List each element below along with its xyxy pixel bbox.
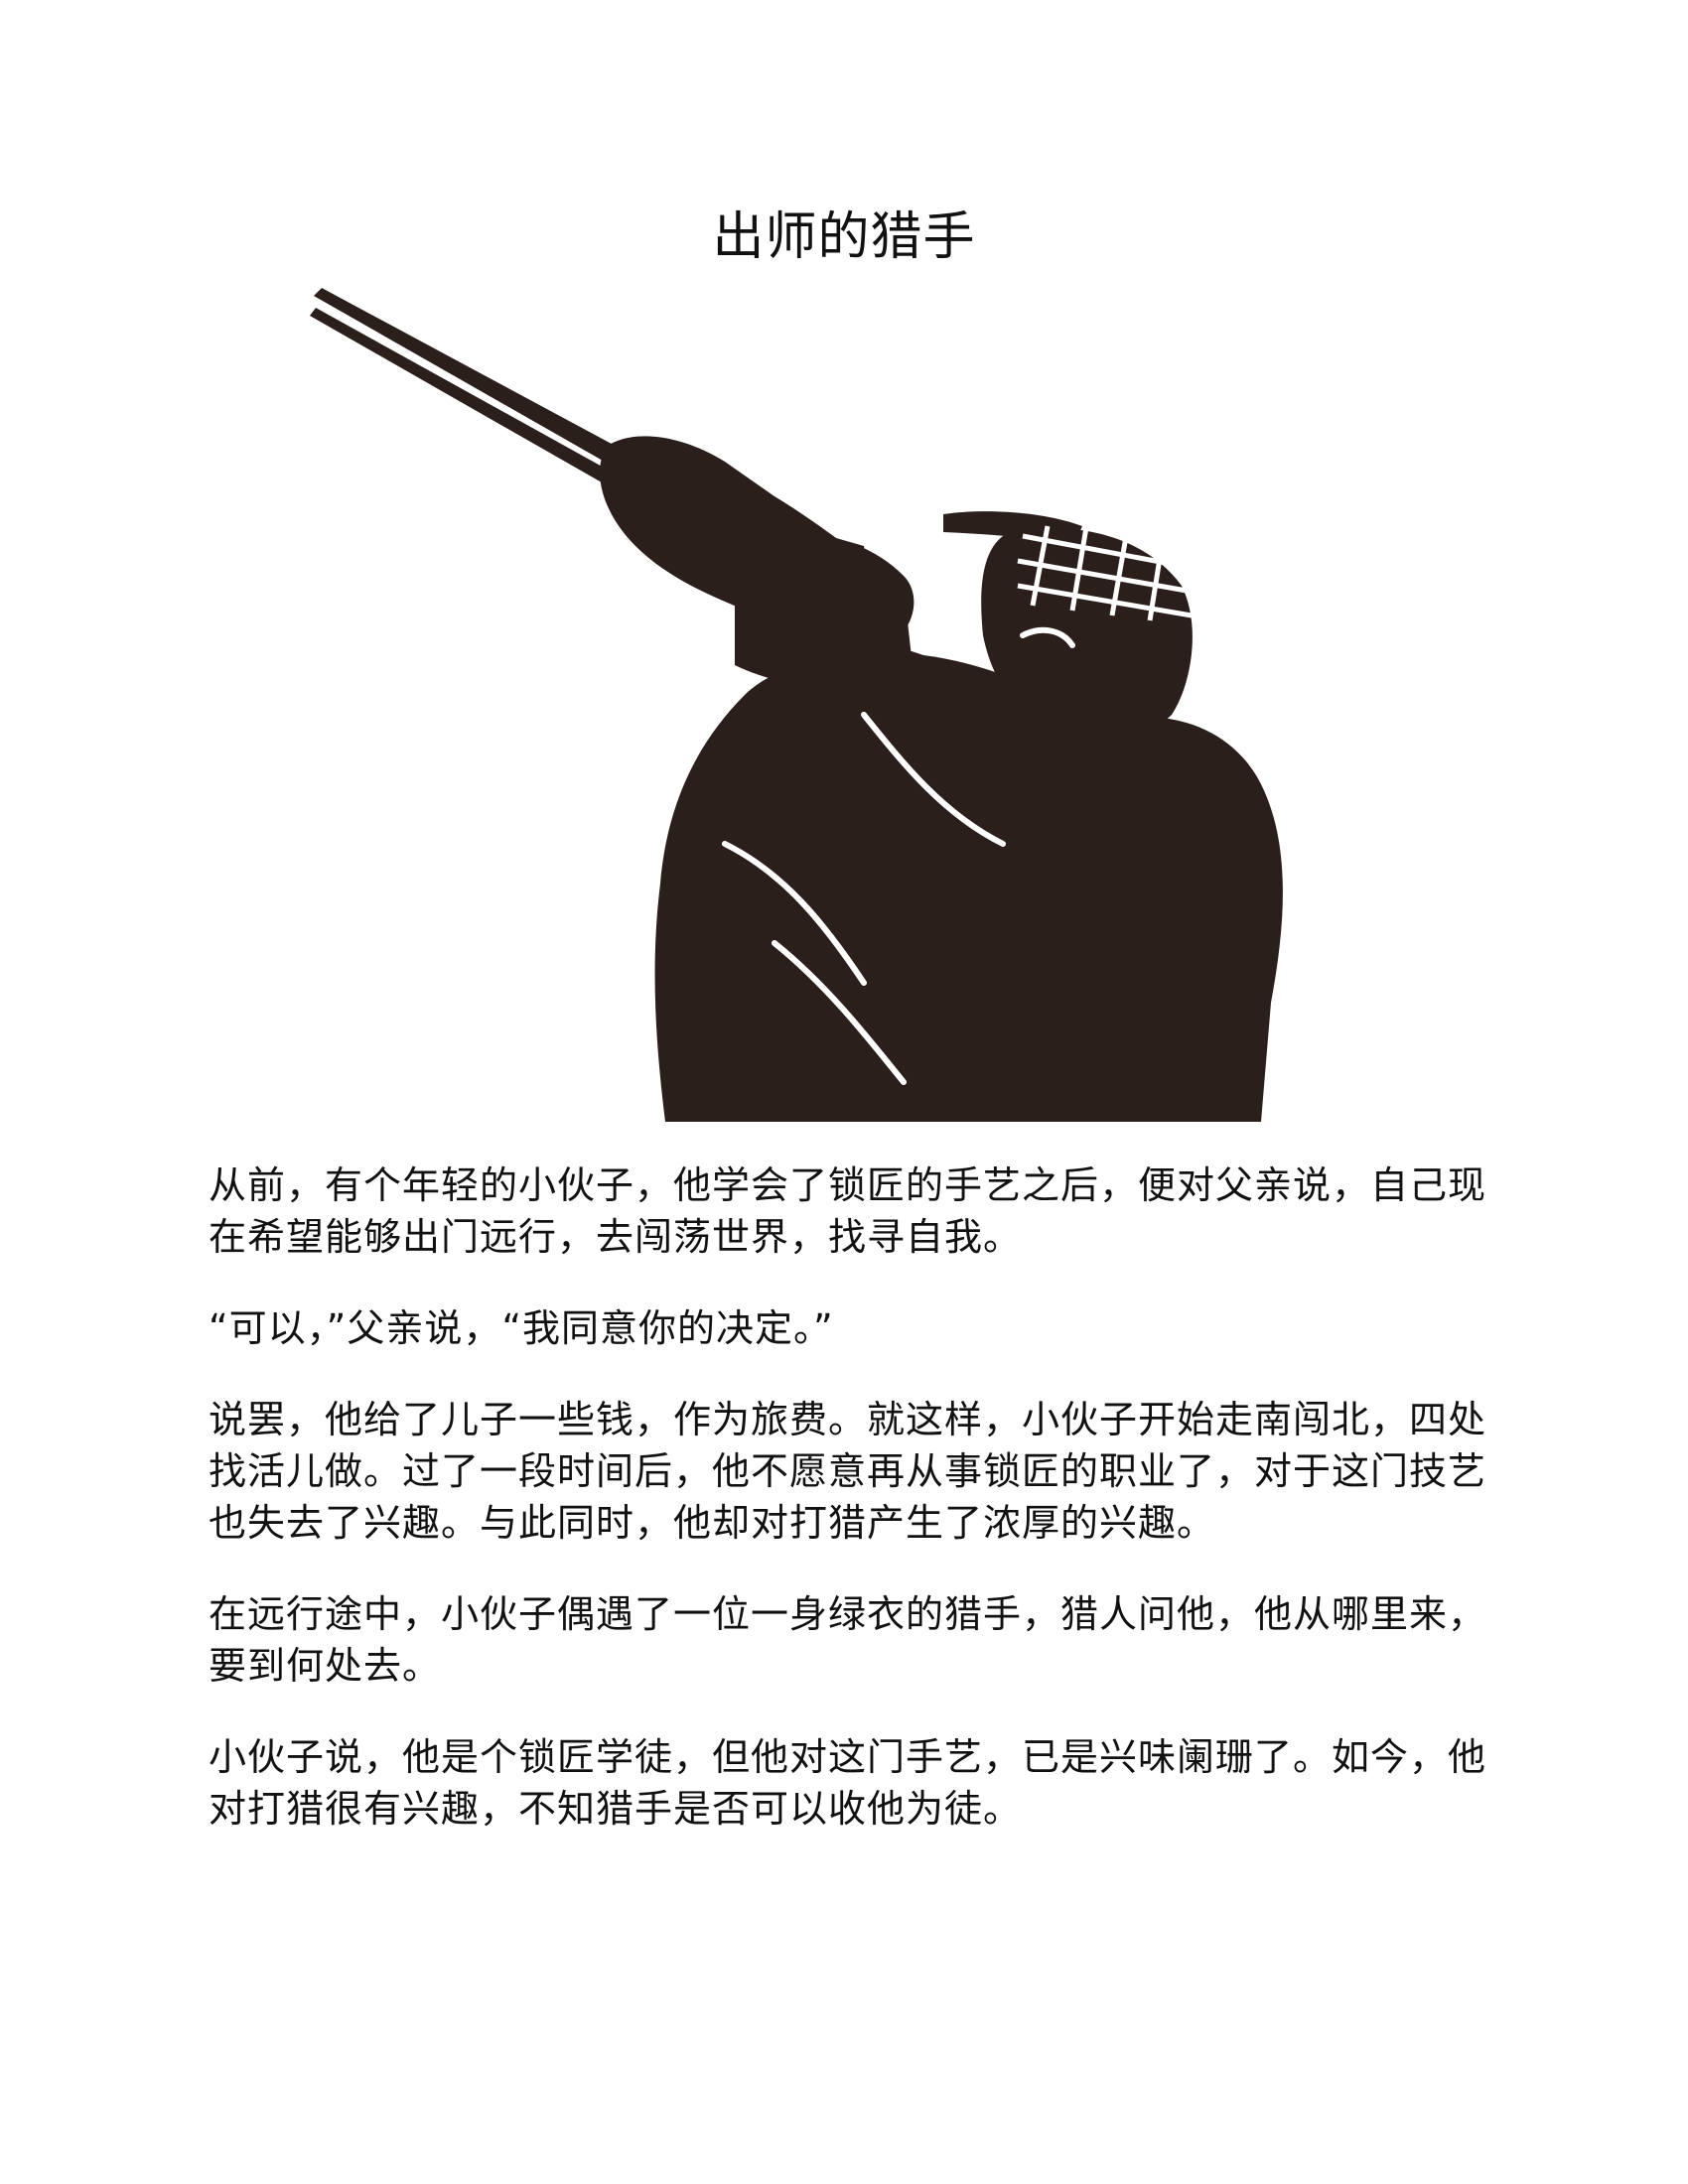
- story-paragraph: 从前，有个年轻的小伙子，他学会了锁匠的手艺之后，便对父亲说，自己现在希望能够出门…: [209, 1163, 1487, 1259]
- story-paragraph: 说罢，他给了儿子一些钱，作为旅费。就这样，小伙子开始走南闯北，四处找活儿做。过了…: [209, 1398, 1487, 1545]
- rifle-barrel-lower: [310, 308, 624, 490]
- story-paragraph: 小伙子说，他是个锁匠学徒，但他对这门手艺，已是兴味阑珊了。如今，他对打猎很有兴趣…: [209, 1735, 1487, 1831]
- story-paragraph: “可以，”父亲说，“我同意你的决定。”: [209, 1306, 834, 1350]
- hunter-aiming-rifle-icon: [310, 288, 1283, 1122]
- hat-pattern: [1017, 520, 1193, 621]
- story-paragraph: 在远行途中，小伙子偶遇了一位一身绿衣的猎手，猎人问他，他从哪里来，要到何处去。: [209, 1592, 1487, 1688]
- figure-highlights: [722, 626, 1075, 1085]
- body: [654, 652, 1283, 1122]
- sleeve: [735, 586, 923, 705]
- story-body: 从前，有个年轻的小伙子，他学会了锁匠的手艺之后，便对父亲说，自己现在希望能够出门…: [209, 1160, 1489, 1874]
- rifle-barrel: [314, 288, 635, 473]
- story-title: 出师的猎手: [712, 207, 976, 267]
